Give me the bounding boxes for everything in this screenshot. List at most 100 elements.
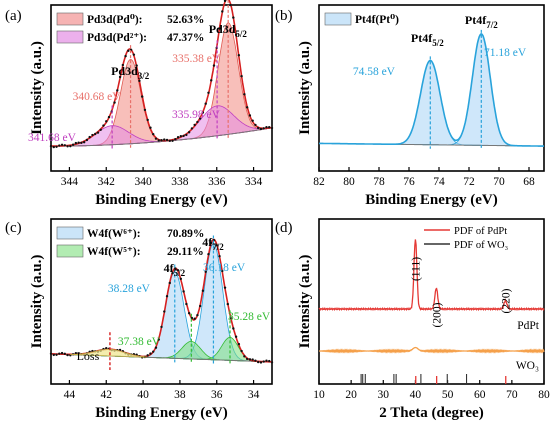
raw-data-point [149,126,152,129]
peak-energy-annotation: 71.18 eV [484,47,527,59]
raw-data-point [268,126,271,129]
x-tick-label: 340 [134,176,152,188]
raw-data-point [107,115,111,119]
peak-energy-annotation: 335.38 eV [172,53,221,65]
raw-data-point [124,54,127,58]
raw-data-point [99,128,102,131]
chart-panel-1: (a) 344 342 340 338 336 334 Binding Energy (eV)… [5,0,274,208]
legend-label: Pd3d(Pd⁰): [87,14,143,26]
raw-data-point [77,141,80,144]
peak-energy-annotation: 38.28 eV [108,283,151,295]
x-tick-label: 34 [248,389,260,401]
legend: PDF of PdPt PDF of WO₃ [424,226,509,251]
raw-data-point [210,241,213,245]
axes-frame [318,4,545,172]
peak-energy-annotation: 35.28 eV [228,311,271,323]
pattern-label: WO₃ [516,360,539,372]
x-tick-label: 338 [171,176,189,188]
raw-data-point [49,352,53,355]
peak-label: (200) [431,302,443,327]
x-axis-label: Binding Energy (eV) [365,192,498,208]
x-tick-label: 50 [442,389,454,401]
x-tick-label: 42 [101,389,113,401]
x-tick-label: 70 [493,176,505,188]
xrd-pattern-wo3 [319,346,545,354]
x-axis-label: Binding Energy (eV) [95,405,228,421]
raw-data-point [157,139,160,142]
raw-data-point [251,358,254,361]
x-tick-label: 76 [403,176,415,188]
raw-data-point [132,53,136,56]
loss-component [70,348,147,358]
raw-data-point [116,89,119,92]
raw-data-point [248,358,252,361]
raw-data-point [259,127,263,131]
raw-data-point [262,360,265,363]
raw-data-point [157,338,160,341]
raw-data-point [201,111,205,114]
peak-label: (111) [410,257,422,281]
raw-data-point [254,359,257,362]
raw-data-point [66,353,69,357]
x-tick-label: 70 [506,389,518,401]
raw-data-point [187,312,191,315]
raw-data-point [58,352,61,355]
legend: Pt4f(Pt⁰) [324,12,399,26]
raw-data-point [135,64,138,67]
x-tick-label: 78 [373,176,385,188]
x-tick-label: 342 [98,176,116,188]
raw-data-point [127,49,130,53]
raw-data-point [105,347,108,350]
raw-data-point [60,351,64,355]
raw-data-point [163,138,166,141]
raw-data-point [185,133,188,137]
raw-data-point [229,3,232,7]
y-axis-label: Intensity (a.u.) [297,255,313,349]
raw-data-point [190,316,194,320]
raw-data-point [165,138,169,142]
x-axis-label: Binding Energy (eV) [95,192,228,208]
raw-data-point [152,132,155,136]
legend-label: PDF of PdPt [454,226,507,237]
raw-data-point [179,134,183,138]
chart-panel-4: (d) 10 20 30 40 50 60 70 80 2 Theta (degree) Inten… [275,218,550,421]
raw-data-point [204,270,207,273]
raw-data-point [96,131,100,134]
legend-value: 29.11% [167,246,204,258]
raw-data-point [85,138,89,142]
raw-data-point [165,295,169,298]
raw-data-point [223,286,227,289]
legend-value: 52.63% [167,14,204,26]
raw-data-point [193,317,196,320]
raw-data-point [240,74,243,78]
raw-data-point [182,290,185,293]
raw-data-point [71,143,75,146]
panel-label: (a) [5,8,22,24]
raw-data-point [198,304,202,308]
peak-label: 4f7/2 [202,235,224,252]
legend-label: Pd3d(Pd²⁺): [87,32,147,44]
raw-data-point [152,350,155,353]
x-tick-label: 10 [313,389,325,401]
axes-frame [318,218,545,385]
y-axis-label: Intensity (a.u.) [297,41,313,135]
legend-label: W4f(W⁶⁺): [87,228,141,240]
raw-data-point [63,352,67,356]
raw-data-point [196,120,199,124]
raw-data-point [270,361,274,364]
raw-data-point [245,357,249,361]
raw-data-point [160,138,163,142]
raw-data-point [204,102,207,105]
raw-data-point [262,127,265,130]
raw-data-point [212,64,216,67]
raw-data-point [160,325,163,329]
raw-data-point [179,277,183,281]
background-line [51,127,273,147]
x-tick-label: 68 [523,176,535,188]
chart-panel-3: (c) 44 42 40 38 36 34 Binding Energy (eV) Intens… [5,218,274,421]
raw-data-point [91,133,94,137]
raw-data-point [171,139,174,142]
peak-energy-annotation: 340.68 eV [73,91,122,103]
raw-data-point [105,120,108,123]
raw-data-point [154,137,158,140]
